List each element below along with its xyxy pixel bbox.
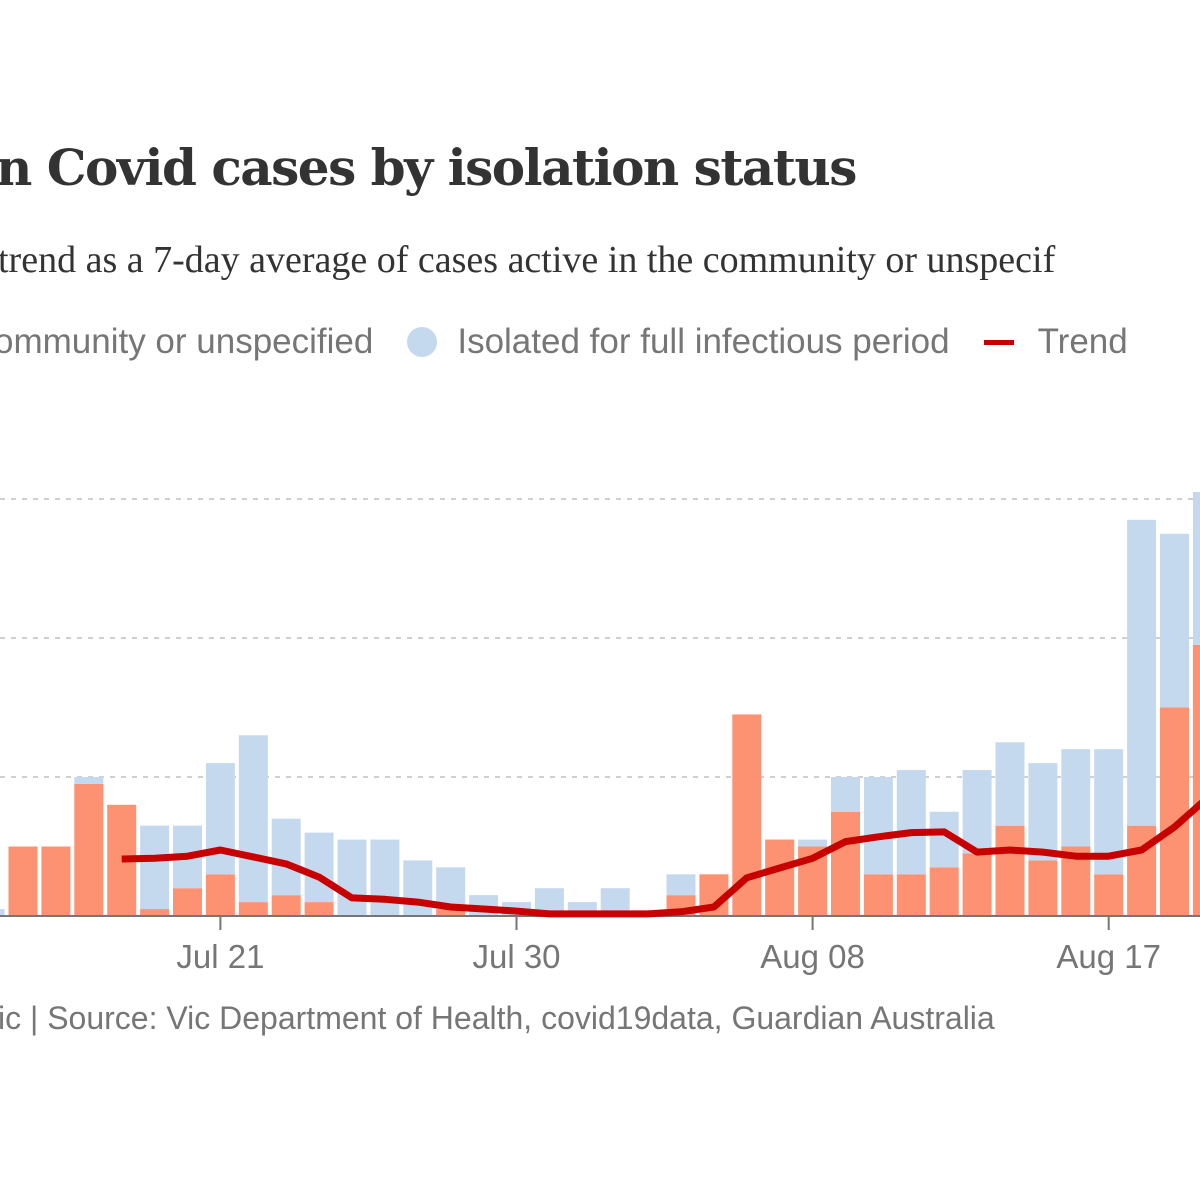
bar-isolated	[74, 777, 104, 784]
bar-community	[205, 874, 235, 916]
bar-isolated	[337, 839, 367, 916]
bar-community	[831, 811, 860, 916]
bar-community	[238, 902, 268, 916]
bar-isolated	[995, 742, 1025, 826]
bar-isolated	[798, 839, 828, 847]
bar-community	[1094, 874, 1124, 916]
bar-community	[765, 839, 795, 916]
bar-isolated	[1061, 749, 1091, 847]
bar-isolated	[304, 832, 334, 903]
bar-isolated	[1028, 763, 1058, 861]
legend-label-community: ommunity or unspecified	[0, 322, 374, 361]
bar-community	[436, 909, 466, 916]
bar-community	[173, 888, 202, 916]
bar-isolated	[403, 860, 433, 916]
bar-community	[8, 846, 38, 916]
bar-isolated	[1160, 533, 1189, 708]
bar-community	[41, 846, 71, 916]
bar-community	[1160, 707, 1189, 916]
bar-community	[1192, 644, 1200, 916]
chart-subtitle: trend as a 7-day average of cases active…	[0, 239, 1056, 281]
bar-isolated	[896, 770, 926, 875]
legend-item-isolated: Isolated for full infectious period	[407, 322, 950, 362]
legend-item-community: ommunity or unspecified	[0, 322, 373, 362]
bar-isolated	[863, 777, 893, 875]
bar-community	[929, 867, 959, 916]
bar-community	[863, 874, 893, 916]
bar-isolated	[666, 874, 696, 896]
bar-isolated	[271, 818, 301, 896]
bar-isolated	[140, 825, 170, 910]
source-note: ic | Source: Vic Department of Health, c…	[0, 1000, 995, 1036]
bar-community	[896, 874, 926, 916]
bar-community	[271, 895, 301, 916]
bar-community	[962, 853, 992, 916]
bar-isolated	[1192, 492, 1200, 645]
legend-line-icon	[983, 339, 1014, 345]
bar-isolated	[205, 763, 235, 875]
legend-item-trend: Trend	[983, 322, 1128, 362]
legend-label-trend: Trend	[1037, 322, 1128, 361]
bar-community	[74, 783, 104, 916]
legend: ommunity or unspecified Isolated for ful…	[0, 322, 1162, 362]
bar-isolated	[1127, 519, 1157, 826]
bar-isolated	[831, 777, 860, 812]
legend-dot-icon	[407, 327, 438, 357]
bar-community	[140, 909, 170, 916]
chart-title: n Covid cases by isolation status	[0, 138, 857, 197]
bar-community	[995, 825, 1025, 916]
bar-isolated	[370, 839, 400, 916]
bar-isolated	[238, 735, 268, 903]
bar-community	[1028, 860, 1058, 916]
x-tick-label: Jul 21	[176, 938, 264, 975]
bar-isolated	[0, 909, 5, 916]
trend-line	[121, 799, 1200, 918]
bar-community	[304, 902, 334, 916]
bar-isolated	[962, 770, 992, 854]
x-tick-label: Jul 30	[472, 938, 560, 975]
x-tick-label: Aug 17	[1056, 938, 1161, 975]
legend-label-isolated: Isolated for full infectious period	[457, 322, 950, 361]
x-tick-label: Aug 08	[760, 938, 865, 975]
